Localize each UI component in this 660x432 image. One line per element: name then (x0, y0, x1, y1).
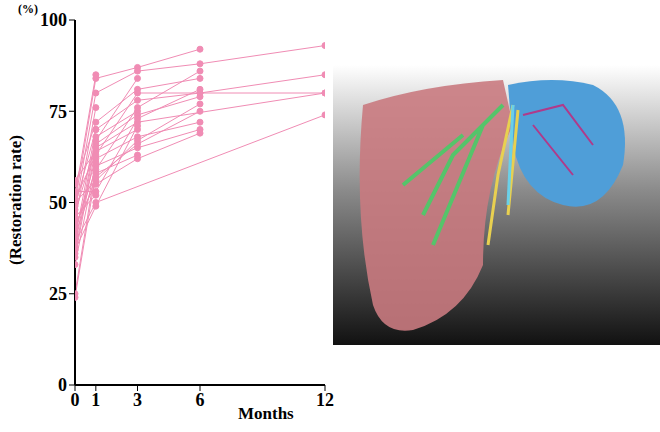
svg-text:100: 100 (40, 10, 67, 30)
svg-text:6: 6 (196, 390, 205, 410)
svg-text:75: 75 (49, 102, 67, 122)
svg-text:50: 50 (49, 193, 67, 213)
html-text:(Restoration rate): (Restoration rate) (6, 135, 25, 265)
svg-text:0: 0 (71, 390, 80, 410)
svg-text:12: 12 (316, 390, 334, 410)
svg-text:25: 25 (49, 284, 67, 304)
svg-text:1: 1 (91, 390, 100, 410)
svg-text:0: 0 (58, 375, 67, 395)
html-text:Months: Months (238, 404, 294, 423)
svg-text:3: 3 (133, 390, 142, 410)
